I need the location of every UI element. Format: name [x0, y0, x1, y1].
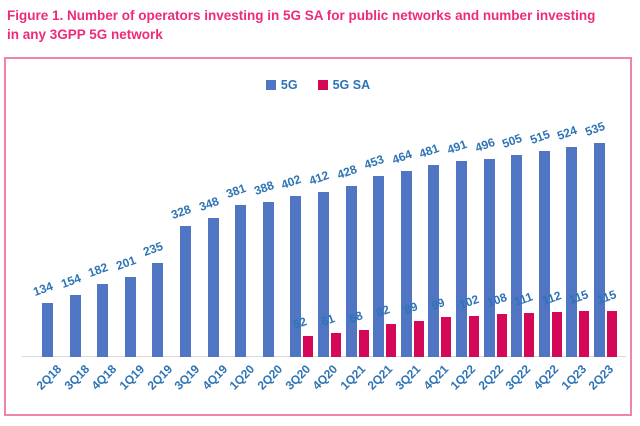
x-axis-tick-label: 2Q18: [33, 362, 65, 393]
bar-5g-sa: [607, 311, 617, 357]
data-label-5g: 524: [555, 123, 580, 144]
bar-5g: [69, 295, 81, 357]
data-label-5g: 348: [196, 193, 221, 214]
bar-5g: [180, 225, 191, 357]
bar-5g: [511, 155, 523, 357]
legend-swatch-icon: [317, 80, 328, 90]
bar-5g: [345, 185, 357, 357]
data-label-5g: 235: [141, 238, 166, 259]
bar-5g: [538, 151, 550, 357]
legend-label: 5G SA: [332, 78, 371, 92]
bar-5g: [483, 158, 495, 357]
bar-5g-sa: [413, 321, 424, 357]
data-label-5g: 481: [417, 140, 442, 161]
legend-item-5g: 5G: [265, 78, 298, 92]
data-label-5g: 464: [390, 147, 414, 168]
bar-5g-sa: [386, 324, 397, 357]
x-axis-tick-label: 1Q23: [558, 362, 589, 393]
bar-5g-sa: [524, 312, 535, 357]
x-axis-tick-label: 4Q21: [420, 362, 451, 393]
data-label-5g: 134: [31, 279, 55, 300]
bar-5g-sa: [331, 332, 341, 357]
bar-5g: [400, 171, 412, 357]
bar-5g: [318, 192, 329, 357]
legend-swatch-icon: [265, 80, 276, 90]
bar-5g-sa: [303, 336, 314, 357]
bar-5g: [262, 201, 274, 357]
x-axis-tick-label: 4Q22: [530, 362, 562, 393]
bar-5g: [207, 217, 219, 357]
bar-5g: [456, 160, 467, 357]
data-label-5g: 535: [583, 118, 607, 139]
bar-5g-sa: [496, 313, 507, 357]
data-label-5g: 388: [252, 177, 276, 198]
bar-5g: [428, 164, 440, 357]
data-label-5g: 505: [500, 130, 525, 151]
bar-5g-sa: [441, 317, 452, 357]
x-axis-tick-label: 2Q23: [585, 362, 617, 393]
x-axis-tick-label: 4Q18: [88, 362, 120, 393]
data-label-5g: 453: [362, 151, 387, 172]
legend-item-5g-sa: 5G SA: [317, 78, 371, 92]
x-axis-tick-label: 4Q19: [199, 362, 231, 393]
x-axis-tick-label: 3Q18: [61, 362, 93, 393]
data-label-5g: 402: [279, 172, 304, 193]
data-label-5g-sa: 99: [429, 295, 447, 314]
bar-5g: [124, 276, 136, 357]
data-label-5g: 496: [472, 134, 497, 155]
x-axis-tick-label: 3Q22: [502, 362, 534, 393]
data-label-5g: 515: [528, 126, 552, 147]
x-axis-tick-label: 1Q21: [337, 362, 369, 393]
bar-5g-sa: [358, 329, 369, 357]
bar-5g: [42, 303, 53, 357]
chart-legend: 5G 5G SA: [6, 78, 630, 92]
x-axis-tick-label: 1Q19: [116, 362, 148, 393]
bar-5g: [566, 147, 578, 357]
bar-5g: [235, 204, 247, 357]
data-label-5g: 491: [445, 136, 469, 157]
bar-5g-sa: [469, 316, 479, 357]
x-axis-tick-label: 3Q19: [171, 362, 203, 393]
x-axis-tick-label: 3Q21: [392, 362, 424, 393]
x-axis-tick-label: 1Q20: [226, 362, 258, 393]
bar-5g: [594, 143, 605, 357]
data-label-5g: 201: [114, 252, 138, 273]
x-axis-tick-label: 2Q21: [364, 362, 396, 393]
data-label-5g-sa: 52: [291, 314, 309, 333]
plot-area: 5G 5G SA 134 154 182 201 235 328 348 381 388 402 52…: [6, 59, 630, 414]
x-axis-tick-label: 2Q19: [144, 362, 175, 393]
figure-title: Figure 1. Number of operators investing …: [7, 8, 596, 42]
x-axis-tick-label: 2Q20: [254, 362, 286, 393]
x-axis-tick-label: 4Q20: [309, 362, 341, 393]
bar-5g-sa: [579, 311, 590, 357]
data-label-5g: 154: [58, 271, 83, 292]
data-label-5g: 412: [307, 168, 331, 189]
bar-5g-sa: [551, 312, 562, 357]
data-label-5g: 428: [334, 161, 359, 182]
bar-5g: [290, 196, 302, 357]
data-label-5g: 381: [224, 180, 249, 201]
x-axis-tick-label: 1Q22: [447, 362, 479, 393]
bar-5g: [97, 284, 109, 357]
legend-label: 5G: [280, 78, 298, 92]
x-axis-tick-label: 3Q20: [282, 362, 313, 393]
bar-5g: [152, 263, 164, 357]
data-label-5g: 182: [86, 260, 111, 281]
data-label-5g: 328: [169, 201, 193, 222]
x-axis-tick-label: 2Q22: [475, 362, 507, 393]
chart-frame: 5G 5G SA 134 154 182 201 235 328 348 381 388 402 52…: [4, 57, 632, 416]
bar-5g: [373, 175, 385, 357]
